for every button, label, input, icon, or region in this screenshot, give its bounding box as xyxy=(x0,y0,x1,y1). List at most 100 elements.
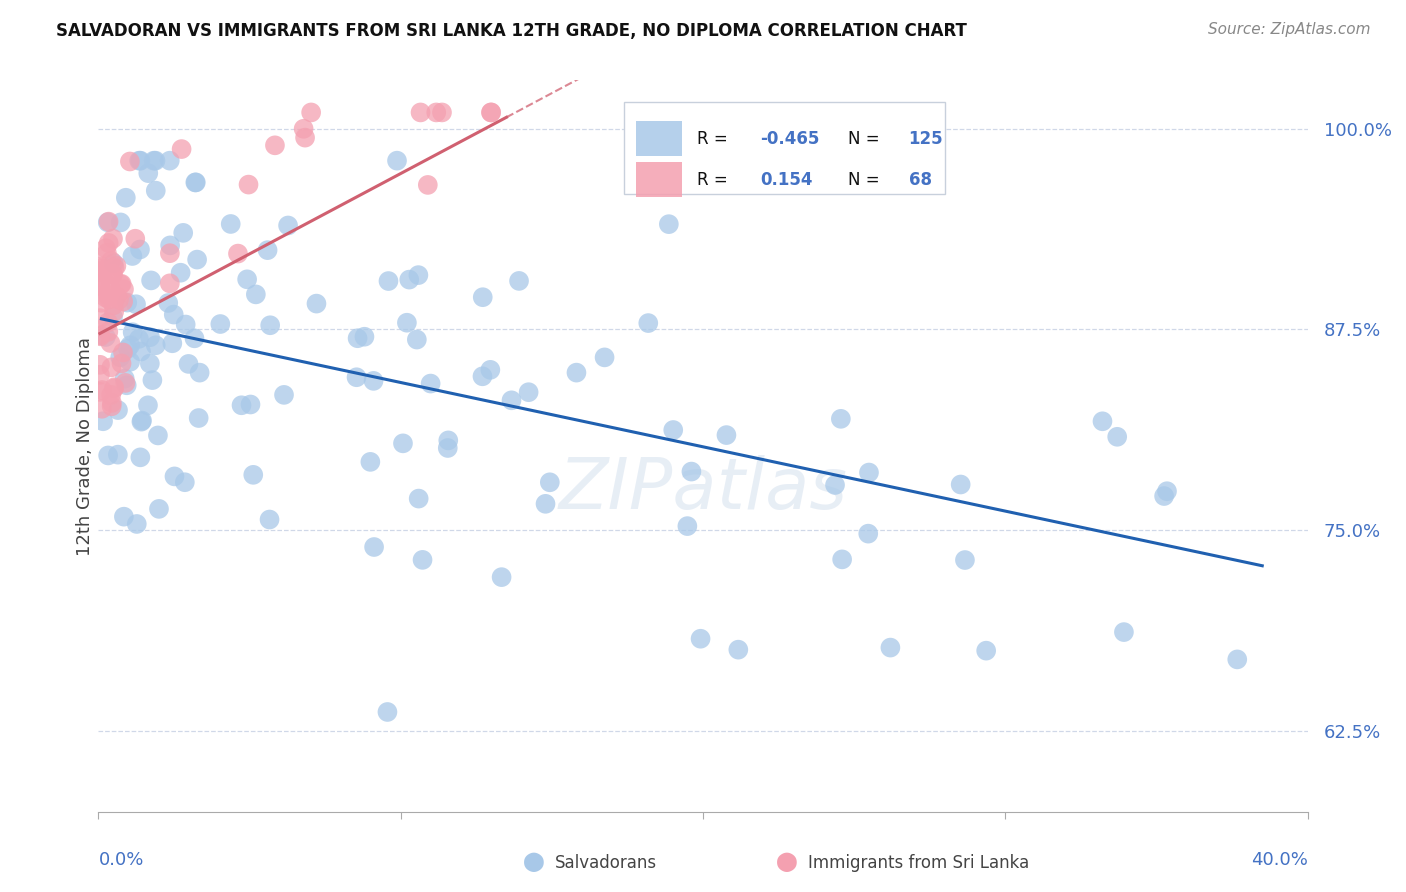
Point xyxy=(110,356,132,370)
Point xyxy=(259,318,281,333)
Point xyxy=(177,357,200,371)
Point xyxy=(124,232,146,246)
Point xyxy=(103,381,125,395)
Point xyxy=(676,519,699,533)
Point xyxy=(186,252,208,267)
Point xyxy=(97,325,120,339)
Point xyxy=(169,266,191,280)
Point xyxy=(242,467,264,482)
Point xyxy=(353,329,375,343)
Point xyxy=(264,138,287,153)
Point xyxy=(534,497,557,511)
Point xyxy=(141,373,163,387)
Point xyxy=(101,267,124,281)
Text: R =: R = xyxy=(697,171,733,189)
Point xyxy=(148,501,170,516)
Point xyxy=(159,246,181,260)
Point xyxy=(100,388,122,402)
Point xyxy=(97,315,120,329)
Point xyxy=(416,178,439,192)
Point xyxy=(117,295,139,310)
Y-axis label: 12th Grade, No Diploma: 12th Grade, No Diploma xyxy=(76,336,94,556)
Point xyxy=(508,274,530,288)
Point xyxy=(121,325,143,339)
Point xyxy=(159,277,181,291)
Point xyxy=(538,475,561,490)
Point xyxy=(90,279,112,293)
Point xyxy=(91,414,114,428)
Point xyxy=(377,274,399,288)
Point xyxy=(105,259,128,273)
Text: ZIPatlas: ZIPatlas xyxy=(558,456,848,524)
Point xyxy=(159,153,181,168)
Point xyxy=(96,277,118,292)
Point xyxy=(94,330,117,344)
Point xyxy=(90,264,112,278)
Point xyxy=(392,436,415,450)
Point xyxy=(163,469,186,483)
Point xyxy=(125,516,148,531)
Text: ⬤: ⬤ xyxy=(523,853,546,872)
Point xyxy=(101,268,124,282)
Point xyxy=(118,154,141,169)
Point xyxy=(98,280,121,294)
Point xyxy=(277,219,299,233)
Point xyxy=(405,333,427,347)
Point xyxy=(89,311,111,326)
Point xyxy=(101,232,124,246)
Point xyxy=(385,153,408,168)
Point xyxy=(114,376,136,390)
Point xyxy=(101,310,124,324)
Text: 125: 125 xyxy=(908,130,943,148)
Point xyxy=(170,142,193,156)
Point xyxy=(139,357,162,371)
Point xyxy=(91,383,114,397)
Point xyxy=(128,332,150,346)
Point xyxy=(103,298,125,312)
Point xyxy=(188,366,211,380)
Point xyxy=(419,376,441,391)
Point xyxy=(90,295,112,310)
Point xyxy=(1153,489,1175,503)
Point xyxy=(294,130,316,145)
Point xyxy=(412,553,434,567)
Point xyxy=(89,261,111,276)
Point xyxy=(1112,625,1135,640)
Point xyxy=(159,238,181,252)
Point xyxy=(114,371,136,385)
Point xyxy=(125,297,148,311)
Point xyxy=(824,478,846,492)
Point xyxy=(187,411,209,425)
FancyBboxPatch shape xyxy=(637,162,682,197)
Point xyxy=(565,366,588,380)
Point xyxy=(1156,484,1178,499)
Point xyxy=(96,246,118,260)
Point xyxy=(377,705,399,719)
Point xyxy=(409,105,432,120)
Point xyxy=(236,272,259,286)
Point xyxy=(157,296,180,310)
Point xyxy=(1226,652,1249,666)
Point xyxy=(146,428,169,442)
Point xyxy=(103,380,125,394)
Point xyxy=(110,277,132,292)
Point xyxy=(172,226,194,240)
Point xyxy=(115,378,138,392)
Point xyxy=(299,105,322,120)
Point xyxy=(879,640,901,655)
Point xyxy=(108,293,131,307)
Text: N =: N = xyxy=(848,171,884,189)
Point xyxy=(91,401,114,416)
Text: ⬤: ⬤ xyxy=(776,853,799,872)
Point xyxy=(256,243,278,257)
Point xyxy=(97,288,120,302)
Point xyxy=(94,241,117,255)
Point xyxy=(112,294,135,309)
Point xyxy=(112,282,135,296)
Point xyxy=(184,175,207,189)
Point xyxy=(425,105,447,120)
Point xyxy=(471,369,494,384)
Point xyxy=(974,643,997,657)
Point xyxy=(89,277,111,292)
FancyBboxPatch shape xyxy=(637,121,682,156)
